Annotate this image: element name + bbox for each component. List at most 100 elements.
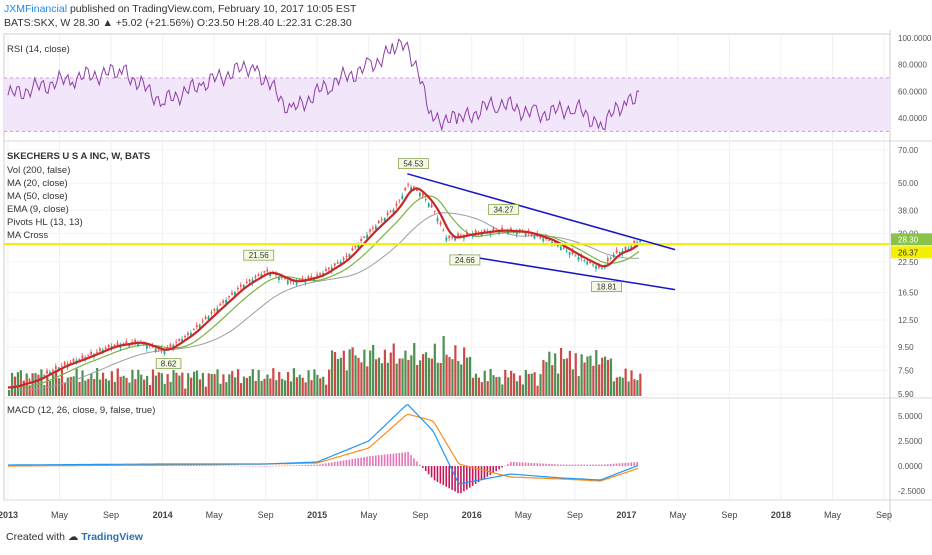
volume-bar bbox=[239, 383, 243, 396]
candle-body bbox=[380, 219, 383, 221]
volume-bar bbox=[289, 381, 293, 396]
price-tick-label: 22.50 bbox=[898, 258, 919, 267]
macd-hist-bar bbox=[213, 465, 216, 466]
macd-hist-bar bbox=[354, 458, 357, 466]
indicator-vol: Vol (200, false) bbox=[7, 165, 71, 176]
candle-body bbox=[28, 378, 31, 382]
volume-bar bbox=[96, 368, 99, 396]
candle-body bbox=[360, 238, 363, 242]
macd-hist-bar bbox=[207, 465, 210, 466]
macd-hist-bar bbox=[210, 465, 213, 466]
candle-body bbox=[454, 237, 457, 241]
volume-bar bbox=[119, 376, 122, 396]
macd-hist-bar bbox=[533, 463, 536, 466]
macd-hist-bar bbox=[624, 462, 627, 466]
candle-body bbox=[583, 260, 586, 262]
macd-hist-bar bbox=[257, 465, 260, 467]
macd-hist-bar bbox=[454, 466, 456, 492]
volume-bar bbox=[125, 377, 128, 396]
change-value: ▲ +5.02 (+21.56%) bbox=[102, 17, 194, 29]
macd-hist-bar bbox=[192, 465, 195, 466]
macd-hist-bar bbox=[310, 464, 313, 466]
candle-body bbox=[351, 248, 354, 251]
volume-bar bbox=[319, 378, 322, 396]
macd-hist-bar bbox=[234, 465, 236, 467]
volume-bar bbox=[589, 355, 592, 396]
volume-bar bbox=[348, 349, 351, 396]
time-tick-label: 2016 bbox=[462, 510, 482, 520]
macd-hist-bar bbox=[574, 464, 577, 466]
candle-body bbox=[216, 308, 219, 312]
candle-body bbox=[222, 300, 225, 303]
ma-50-line bbox=[17, 212, 640, 391]
macd-hist-bar bbox=[427, 466, 430, 475]
volume-bar bbox=[621, 377, 624, 396]
candle-body bbox=[392, 209, 395, 213]
tradingview-logo-icon: ☁ bbox=[67, 531, 79, 543]
volume-bar bbox=[601, 357, 604, 396]
volume-bar bbox=[559, 348, 563, 396]
macd-hist-bar bbox=[466, 466, 468, 490]
candle-body bbox=[439, 222, 442, 225]
rsi-band bbox=[4, 78, 890, 132]
price-tick-label: 38.00 bbox=[898, 206, 919, 215]
volume-bar bbox=[495, 377, 498, 396]
volume-bar bbox=[134, 379, 137, 396]
publisher-link[interactable]: JXMFinancial bbox=[4, 3, 68, 15]
volume-bar bbox=[204, 386, 207, 396]
volume-bar bbox=[430, 358, 433, 396]
volume-bar bbox=[301, 377, 304, 396]
candle-body bbox=[298, 278, 301, 281]
volume-bar bbox=[398, 358, 401, 396]
macd-line bbox=[8, 404, 639, 485]
macd-hist-bar bbox=[507, 463, 509, 466]
volume-bar bbox=[131, 369, 134, 396]
volume-bar bbox=[436, 362, 439, 396]
macd-hist-bar bbox=[260, 465, 263, 467]
candle-body bbox=[354, 246, 357, 248]
price-tick-label: 70.00 bbox=[898, 146, 919, 155]
candle-body bbox=[178, 338, 181, 341]
macd-hist-bar bbox=[245, 465, 248, 467]
pivot-label-text: 8.62 bbox=[161, 360, 177, 369]
price-tick-label: 7.50 bbox=[898, 366, 914, 375]
rsi-line bbox=[7, 38, 640, 132]
volume-bar bbox=[539, 374, 542, 396]
macd-hist-bar bbox=[536, 463, 539, 466]
candle-body bbox=[345, 255, 348, 257]
tradingview-brand[interactable]: TradingView bbox=[81, 531, 143, 543]
macd-hist-bar bbox=[483, 466, 486, 479]
candle-body bbox=[169, 344, 172, 347]
macd-hist-bar bbox=[395, 453, 398, 466]
macd-hist-bar bbox=[565, 464, 568, 466]
candle-body bbox=[407, 184, 410, 186]
volume-bar bbox=[372, 344, 375, 396]
volume-bar bbox=[322, 376, 325, 396]
candle-body bbox=[187, 332, 189, 336]
macd-hist-bar bbox=[407, 452, 409, 466]
candle-body bbox=[466, 232, 468, 235]
candle-body bbox=[633, 240, 636, 245]
volume-bar bbox=[201, 372, 204, 396]
candle-body bbox=[251, 279, 254, 284]
candle-body bbox=[163, 350, 166, 355]
ma-value-label: 26.37 bbox=[898, 248, 919, 257]
volume-bar bbox=[43, 385, 46, 396]
macd-tick-label: 5.0000 bbox=[898, 412, 923, 421]
last-price-label: 28.30 bbox=[898, 235, 919, 244]
macd-hist-bar bbox=[571, 464, 574, 466]
volume-bar bbox=[633, 379, 636, 396]
time-tick-label: 2015 bbox=[307, 510, 327, 520]
volume-bar bbox=[128, 382, 131, 396]
candle-body bbox=[283, 277, 286, 280]
macd-legend: MACD (12, 26, close, 9, false, true) bbox=[7, 405, 156, 416]
macd-hist-bar bbox=[580, 464, 583, 466]
volume-bar bbox=[57, 378, 61, 396]
candle-body bbox=[330, 267, 333, 271]
macd-hist-bar bbox=[336, 461, 339, 466]
volume-bar bbox=[548, 351, 551, 396]
macd-hist-bar bbox=[295, 465, 298, 466]
macd-hist-bar bbox=[527, 462, 530, 466]
volume-bar bbox=[283, 380, 287, 396]
time-tick-label: 2013 bbox=[0, 510, 18, 520]
